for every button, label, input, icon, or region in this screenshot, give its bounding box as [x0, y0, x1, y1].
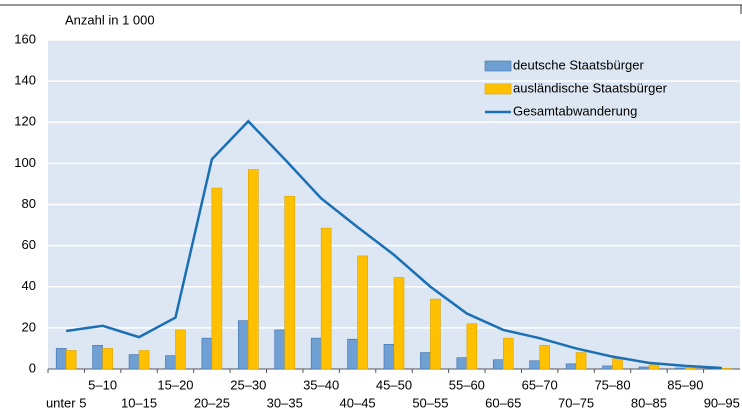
- bar: [92, 345, 103, 370]
- bar: [128, 354, 140, 370]
- y-tick-label: 20: [22, 319, 36, 334]
- bar: [565, 363, 577, 370]
- bar: [675, 367, 686, 370]
- bar: [201, 337, 213, 370]
- bar: [612, 358, 623, 370]
- y-tick-label: 60: [22, 237, 36, 252]
- bar: [138, 350, 150, 370]
- bar: [393, 277, 405, 370]
- x-tick-label: unter 5: [46, 395, 86, 410]
- x-tick-label: 65–70: [522, 377, 558, 392]
- x-tick-label: 75–80: [594, 377, 630, 392]
- y-tick-label: 120: [14, 114, 36, 129]
- bar: [357, 255, 368, 370]
- legend-swatch: [484, 83, 512, 95]
- bar: [721, 368, 733, 370]
- bar: [466, 323, 478, 370]
- x-tick-label: 35–40: [303, 377, 339, 392]
- x-tick-label: 15–20: [157, 377, 193, 392]
- y-axis-label: Anzahl in 1 000: [65, 12, 155, 27]
- x-tick-label: 20–25: [194, 395, 230, 410]
- x-tick-label: 50–55: [412, 395, 448, 410]
- bar: [274, 329, 286, 370]
- bar: [65, 350, 77, 370]
- y-tick-label: 100: [14, 155, 36, 170]
- x-tick-label: 80–85: [631, 395, 667, 410]
- bar: [383, 344, 395, 370]
- x-tick-label: 10–15: [121, 395, 157, 410]
- bar: [492, 359, 504, 370]
- y-tick-label: 140: [14, 73, 36, 88]
- y-tick-label: 0: [29, 360, 36, 375]
- legend-label: ausländische Staatsbürger: [513, 80, 668, 95]
- line: [66, 119, 722, 370]
- bar: [456, 357, 468, 370]
- y-tick-label: 160: [14, 31, 36, 46]
- bar: [539, 345, 550, 370]
- bar: [320, 227, 332, 370]
- y-tick-label: 80: [22, 196, 36, 211]
- y-tick-label: 40: [22, 278, 36, 293]
- bar: [420, 352, 431, 370]
- x-tick-label: 55–60: [449, 377, 485, 392]
- bar: [102, 348, 113, 370]
- legend-label: deutsche Staatsbürger: [513, 57, 644, 72]
- bar: [430, 298, 441, 370]
- x-tick-label: 70–75: [558, 395, 594, 410]
- bar: [175, 329, 186, 370]
- bar: [529, 360, 540, 370]
- bar: [648, 364, 660, 370]
- x-tick-label: 25–30: [230, 377, 266, 392]
- bar: [575, 352, 587, 370]
- bar: [211, 187, 223, 370]
- x-tick-label: 5–10: [88, 377, 117, 392]
- bar: [638, 366, 650, 370]
- legend-label: Gesamtabwanderung: [513, 103, 637, 118]
- x-tick-label: 60–65: [485, 395, 521, 410]
- bar: [55, 348, 67, 370]
- x-tick-label: 45–50: [376, 377, 412, 392]
- bar: [310, 337, 322, 370]
- bar: [602, 365, 613, 370]
- x-tick-label: 90–95: [704, 395, 740, 410]
- bar: [238, 320, 249, 370]
- bar: [502, 337, 514, 370]
- bar: [165, 355, 176, 370]
- x-tick-label: 40–45: [340, 395, 376, 410]
- legend-swatch: [484, 60, 512, 72]
- x-tick-label: 30–35: [267, 395, 303, 410]
- bar: [248, 169, 259, 370]
- bar: [284, 195, 296, 370]
- x-tick-label: 85–90: [667, 377, 703, 392]
- bar: [347, 338, 358, 370]
